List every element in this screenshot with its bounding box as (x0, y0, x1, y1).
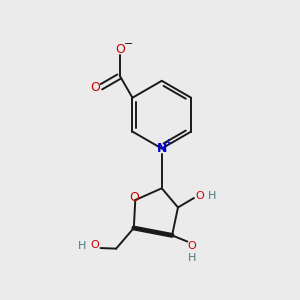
Text: O: O (91, 81, 100, 94)
Text: −: − (124, 39, 133, 49)
Text: H: H (78, 241, 86, 251)
Text: N: N (157, 142, 167, 155)
Text: H: H (208, 191, 216, 201)
Text: +: + (164, 138, 172, 147)
Text: O: O (115, 43, 125, 56)
Text: H: H (188, 253, 196, 263)
Text: O: O (188, 241, 197, 251)
Text: O: O (129, 191, 139, 204)
Text: O: O (195, 190, 204, 201)
Text: O: O (90, 240, 99, 250)
